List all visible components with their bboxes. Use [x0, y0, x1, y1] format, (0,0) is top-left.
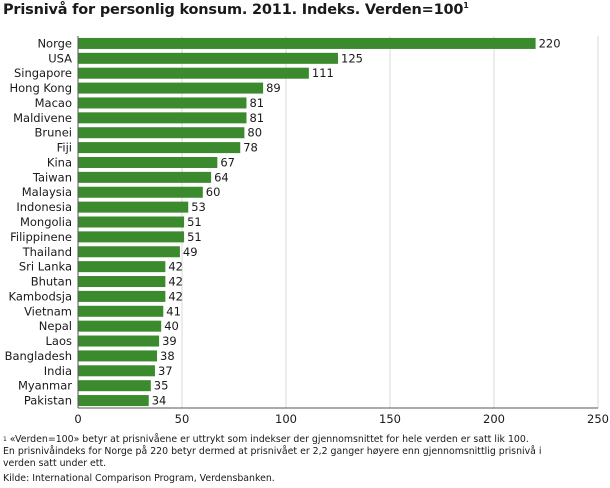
bar — [78, 305, 164, 317]
category-label: Bhutan — [31, 275, 72, 289]
x-tick-label: 150 — [379, 412, 401, 426]
bar — [78, 201, 189, 213]
data-label: 89 — [266, 81, 281, 95]
chart-title: Prisnivå for personlig konsum. 2011. Ind… — [3, 1, 469, 18]
data-label: 60 — [206, 185, 221, 199]
category-label: Myanmar — [18, 379, 72, 393]
category-label: Norge — [37, 36, 72, 50]
data-label: 35 — [154, 379, 169, 393]
value-labels: 2201251118981818078676460535151494242424… — [152, 36, 561, 407]
bar — [78, 97, 247, 109]
data-label: 38 — [160, 349, 175, 363]
category-label: Sri Lanka — [19, 260, 72, 274]
data-label: 80 — [247, 126, 262, 140]
x-tick-label: 0 — [74, 412, 81, 426]
footnote-text-1: «Verden=100» betyr at prisnivåene er utt… — [6, 434, 529, 445]
bar — [78, 67, 309, 79]
x-tick-label: 50 — [175, 412, 190, 426]
data-label: 42 — [168, 289, 183, 303]
x-tick-label: 100 — [275, 412, 297, 426]
category-label: Kambodsja — [9, 289, 72, 303]
chart-title-text: Prisnivå for personlig konsum. 2011. Ind… — [3, 2, 464, 18]
category-label: Fiji — [57, 141, 72, 155]
data-label: 42 — [168, 260, 183, 274]
category-label: Hong Kong — [9, 81, 72, 95]
category-label: Malaysia — [22, 185, 72, 199]
bar — [78, 112, 247, 124]
bar — [78, 142, 241, 154]
data-label: 111 — [312, 66, 334, 80]
data-label: 42 — [168, 275, 183, 289]
bar — [78, 290, 166, 302]
footnote-marker: 1 — [3, 436, 7, 443]
data-label: 34 — [152, 394, 167, 408]
bar — [78, 231, 185, 243]
data-label: 49 — [183, 245, 198, 259]
footnote-line-2: En prisnivåindeks for Norge på 220 betyr… — [3, 446, 542, 457]
category-label: Indonesia — [16, 200, 72, 214]
bar — [78, 365, 155, 377]
data-label: 220 — [539, 36, 561, 50]
bar — [78, 216, 185, 228]
footnote-line-1: 1 «Verden=100» betyr at prisnivåene er u… — [3, 434, 529, 446]
category-label: Pakistan — [24, 394, 72, 408]
category-label: Nepal — [39, 319, 72, 333]
bar — [78, 246, 180, 258]
bar — [78, 320, 162, 332]
data-label: 81 — [249, 96, 264, 110]
category-label: Bangladesh — [5, 349, 72, 363]
data-label: 81 — [249, 111, 264, 125]
category-label: India — [44, 364, 72, 378]
category-label: Brunei — [35, 126, 72, 140]
bar — [78, 186, 203, 198]
data-label: 40 — [164, 319, 179, 333]
data-label: 78 — [243, 141, 258, 155]
category-label: Taiwan — [32, 170, 72, 184]
data-label: 39 — [162, 334, 177, 348]
category-label: Laos — [46, 334, 72, 348]
bar — [78, 171, 212, 183]
data-label: 51 — [187, 230, 202, 244]
category-label: Maldivene — [13, 111, 72, 125]
x-tick-label: 250 — [587, 412, 609, 426]
bar — [78, 395, 149, 407]
category-label: Filippinene — [10, 230, 72, 244]
category-label: Singapore — [14, 66, 72, 80]
bar — [78, 261, 166, 273]
bar — [78, 82, 264, 94]
source-note: Kilde: International Comparison Program,… — [3, 473, 275, 484]
bar — [78, 350, 158, 362]
bars — [78, 37, 536, 407]
data-label: 125 — [341, 51, 363, 65]
data-label: 67 — [220, 155, 235, 169]
bar — [78, 380, 151, 392]
category-label: Kina — [47, 155, 72, 169]
data-label: 53 — [191, 200, 206, 214]
data-label: 41 — [166, 304, 181, 318]
footnote-line-3: verden satt under ett. — [3, 458, 107, 469]
data-label: 51 — [187, 215, 202, 229]
category-label: Mongolia — [20, 215, 72, 229]
category-label: Macao — [35, 96, 72, 110]
title-footnote-marker: 1 — [463, 1, 469, 10]
bar — [78, 127, 245, 139]
bar — [78, 37, 536, 49]
category-label: Vietnam — [24, 304, 72, 318]
bar — [78, 52, 338, 64]
data-label: 64 — [214, 170, 229, 184]
category-label: Thailand — [22, 245, 72, 259]
x-axis: 0 50 100 150 200 250 — [74, 36, 609, 426]
bar — [78, 276, 166, 288]
bar — [78, 156, 218, 168]
data-label: 37 — [158, 364, 173, 378]
x-tick-label: 200 — [483, 412, 505, 426]
category-label: USA — [48, 51, 72, 65]
bar — [78, 335, 160, 347]
